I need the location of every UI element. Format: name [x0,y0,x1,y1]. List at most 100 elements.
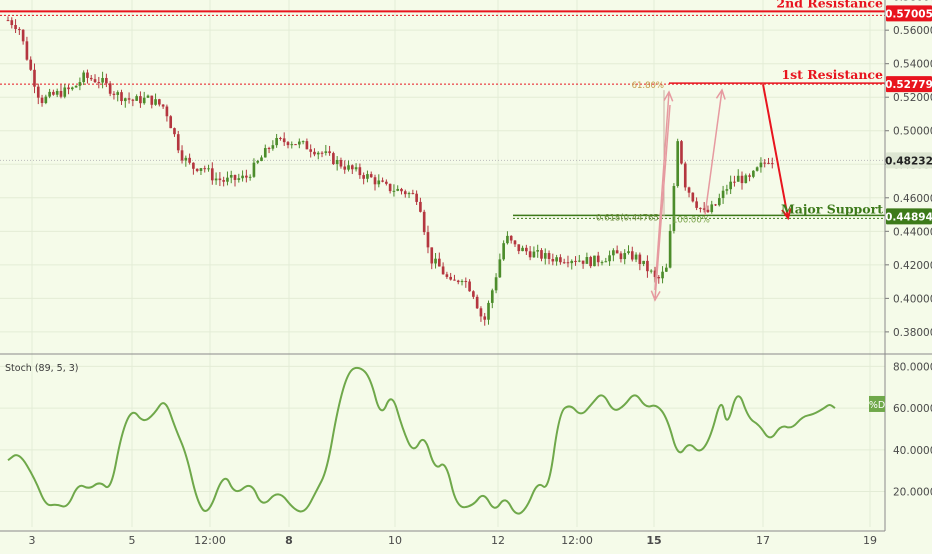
candle-body [116,92,120,95]
projection-arrow-down [654,104,671,301]
candle-body [328,151,331,154]
candle-body [290,144,294,146]
candle-body [415,193,418,202]
stoch-d-badge-bg [869,395,885,412]
candle-body [33,69,36,87]
candle-body [717,198,721,206]
candle-body [525,247,528,252]
candle-body [498,259,502,278]
candle-body [263,148,267,158]
candle-body [369,174,373,178]
candle-body [630,251,634,260]
fib-618-top-label: 61.80% [632,81,664,91]
candle-body [67,87,70,90]
candle-body [248,176,252,178]
candle-body [267,148,271,150]
candle-body [672,186,676,231]
candle-body [577,260,581,262]
candle-body [192,162,195,169]
candle-body [25,41,29,60]
candle-body [78,82,82,86]
candle-body [770,163,774,165]
candle-body [449,276,452,280]
candle-body [585,257,589,264]
candle-body [699,207,702,209]
candle-body [237,178,241,180]
candle-body [752,170,755,177]
candle-body [683,163,687,188]
candle-body [464,281,468,283]
candle-body [475,296,479,309]
candle-body [320,152,324,154]
candle-body [400,188,403,192]
candle-body [536,250,540,252]
candle-body [48,91,51,97]
forecast-arrow-down [762,83,789,219]
candle-body [210,168,214,181]
major-support-label: Major Support [781,201,883,216]
candle-body [744,175,748,184]
candle-body [40,97,44,104]
candle-body [725,189,729,191]
candle-body [131,99,135,101]
candle-body [392,190,396,192]
candle-body [169,116,173,129]
x-tick-label: 19 [863,534,877,547]
candle-body [426,232,430,248]
candle-body [551,258,555,262]
candle-body [755,167,759,171]
candle-body [10,20,14,26]
candle-body [55,90,59,95]
candle-body [282,138,286,143]
candle-body [680,141,683,164]
candle-body [252,162,256,177]
candle-body [627,251,630,254]
candle-body [377,180,381,185]
candle-body [710,204,714,213]
candle-body [702,208,706,210]
candle-body [634,254,638,260]
candle-body [509,235,513,241]
candle-body [555,257,558,262]
candle-body [70,87,74,90]
candle-body [347,165,350,170]
candle-body [657,277,661,279]
candle-body [547,253,551,259]
x-tick-label: 12:00 [194,534,226,547]
candle-body [366,174,369,179]
levels-group [0,10,885,219]
candle-body [676,141,680,187]
x-tick-label: 10 [388,534,402,547]
candle-body [543,253,547,259]
candle-body [362,175,365,179]
candle-body [309,149,313,152]
candle-body [105,77,108,84]
x-tick-label: 5 [129,534,136,547]
candle-body [358,167,362,176]
first-resistance-badge: 0.52779 [885,79,932,91]
candle-body [653,270,657,278]
candle-body [487,302,490,320]
candle-body [298,141,301,145]
candle-body [146,95,150,98]
candle-body [233,175,237,180]
price-y-tick-label: 0.58000 [893,0,932,4]
candle-body [589,257,592,267]
candle-body [316,152,320,155]
candle-body [86,72,89,78]
candle-body [203,168,207,170]
second-resistance-badge: 0.57005 [885,8,932,20]
candle-body [434,258,437,264]
projection-arrow-up-2-head [715,88,726,100]
candle-body [74,85,78,88]
candle-body [241,175,244,179]
candle-body [207,168,210,170]
candle-body [108,83,112,94]
candle-body [619,253,623,260]
